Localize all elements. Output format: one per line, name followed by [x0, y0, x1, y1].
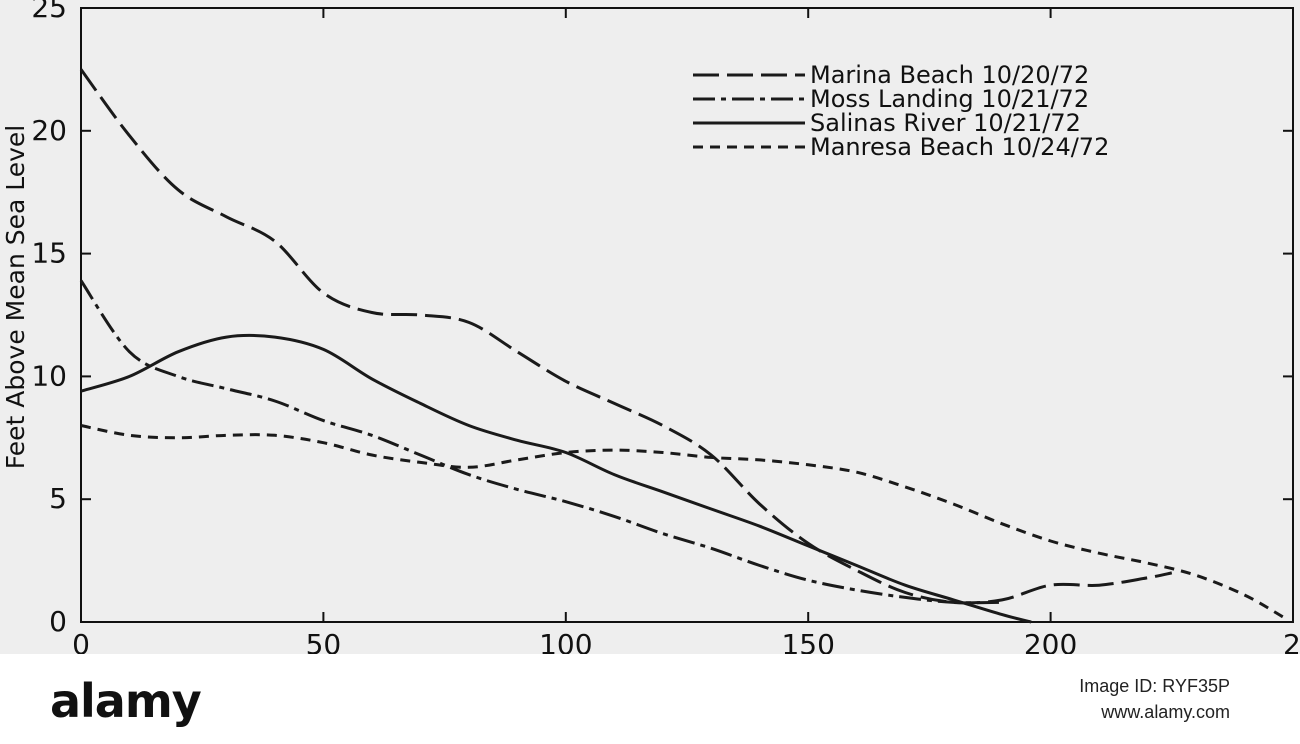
y-tick-label: 0 — [49, 605, 67, 638]
legend-label-2: Moss Landing 10/21/72 — [810, 85, 1089, 113]
legend-label-4: Manresa Beach 10/24/72 — [810, 133, 1109, 161]
y-tick-label: 10 — [31, 359, 67, 392]
chart-area: 0 5 10 15 20 25 0 50 100 150 200 25 Feet Above Mean … — [0, 0, 1300, 654]
footer-bar: alamy Image ID: RYF35P www.alamy.com — [0, 654, 1300, 744]
x-tick-label: 25 — [1283, 628, 1300, 654]
legend-label-3: Salinas River 10/21/72 — [810, 109, 1081, 137]
image-id-label: Image ID: RYF35P — [1079, 676, 1230, 696]
plot-frame — [80, 7, 1294, 623]
legend-label-1: Marina Beach 10/20/72 — [810, 61, 1089, 89]
brand-logo: alamy — [50, 674, 202, 728]
series-line-3 — [80, 333, 1032, 624]
x-tick-label: 0 — [72, 628, 90, 654]
x-tick-label: 200 — [1024, 628, 1077, 654]
y-axis-label: Feet Above Mean Sea Level — [1, 125, 30, 469]
x-tick-label: 150 — [781, 628, 834, 654]
series-line-4 — [80, 424, 1285, 619]
x-tick-label: 50 — [306, 628, 342, 654]
site-url-label: www.alamy.com — [1101, 702, 1230, 722]
x-tick-label: 100 — [539, 628, 592, 654]
series-line-1 — [79, 68, 1173, 605]
y-tick-label: 15 — [31, 237, 67, 270]
y-tick-label: 25 — [31, 0, 67, 24]
plot-group: 0 5 10 15 20 25 0 50 100 150 200 25 Feet Above Mean … — [1, 0, 1300, 654]
chart-svg: 0 5 10 15 20 25 0 50 100 150 200 25 Feet Above Mean … — [1, 0, 1300, 654]
series-line-2 — [79, 279, 1003, 605]
y-tick-label: 5 — [49, 482, 67, 515]
y-tick-label: 20 — [31, 114, 67, 147]
